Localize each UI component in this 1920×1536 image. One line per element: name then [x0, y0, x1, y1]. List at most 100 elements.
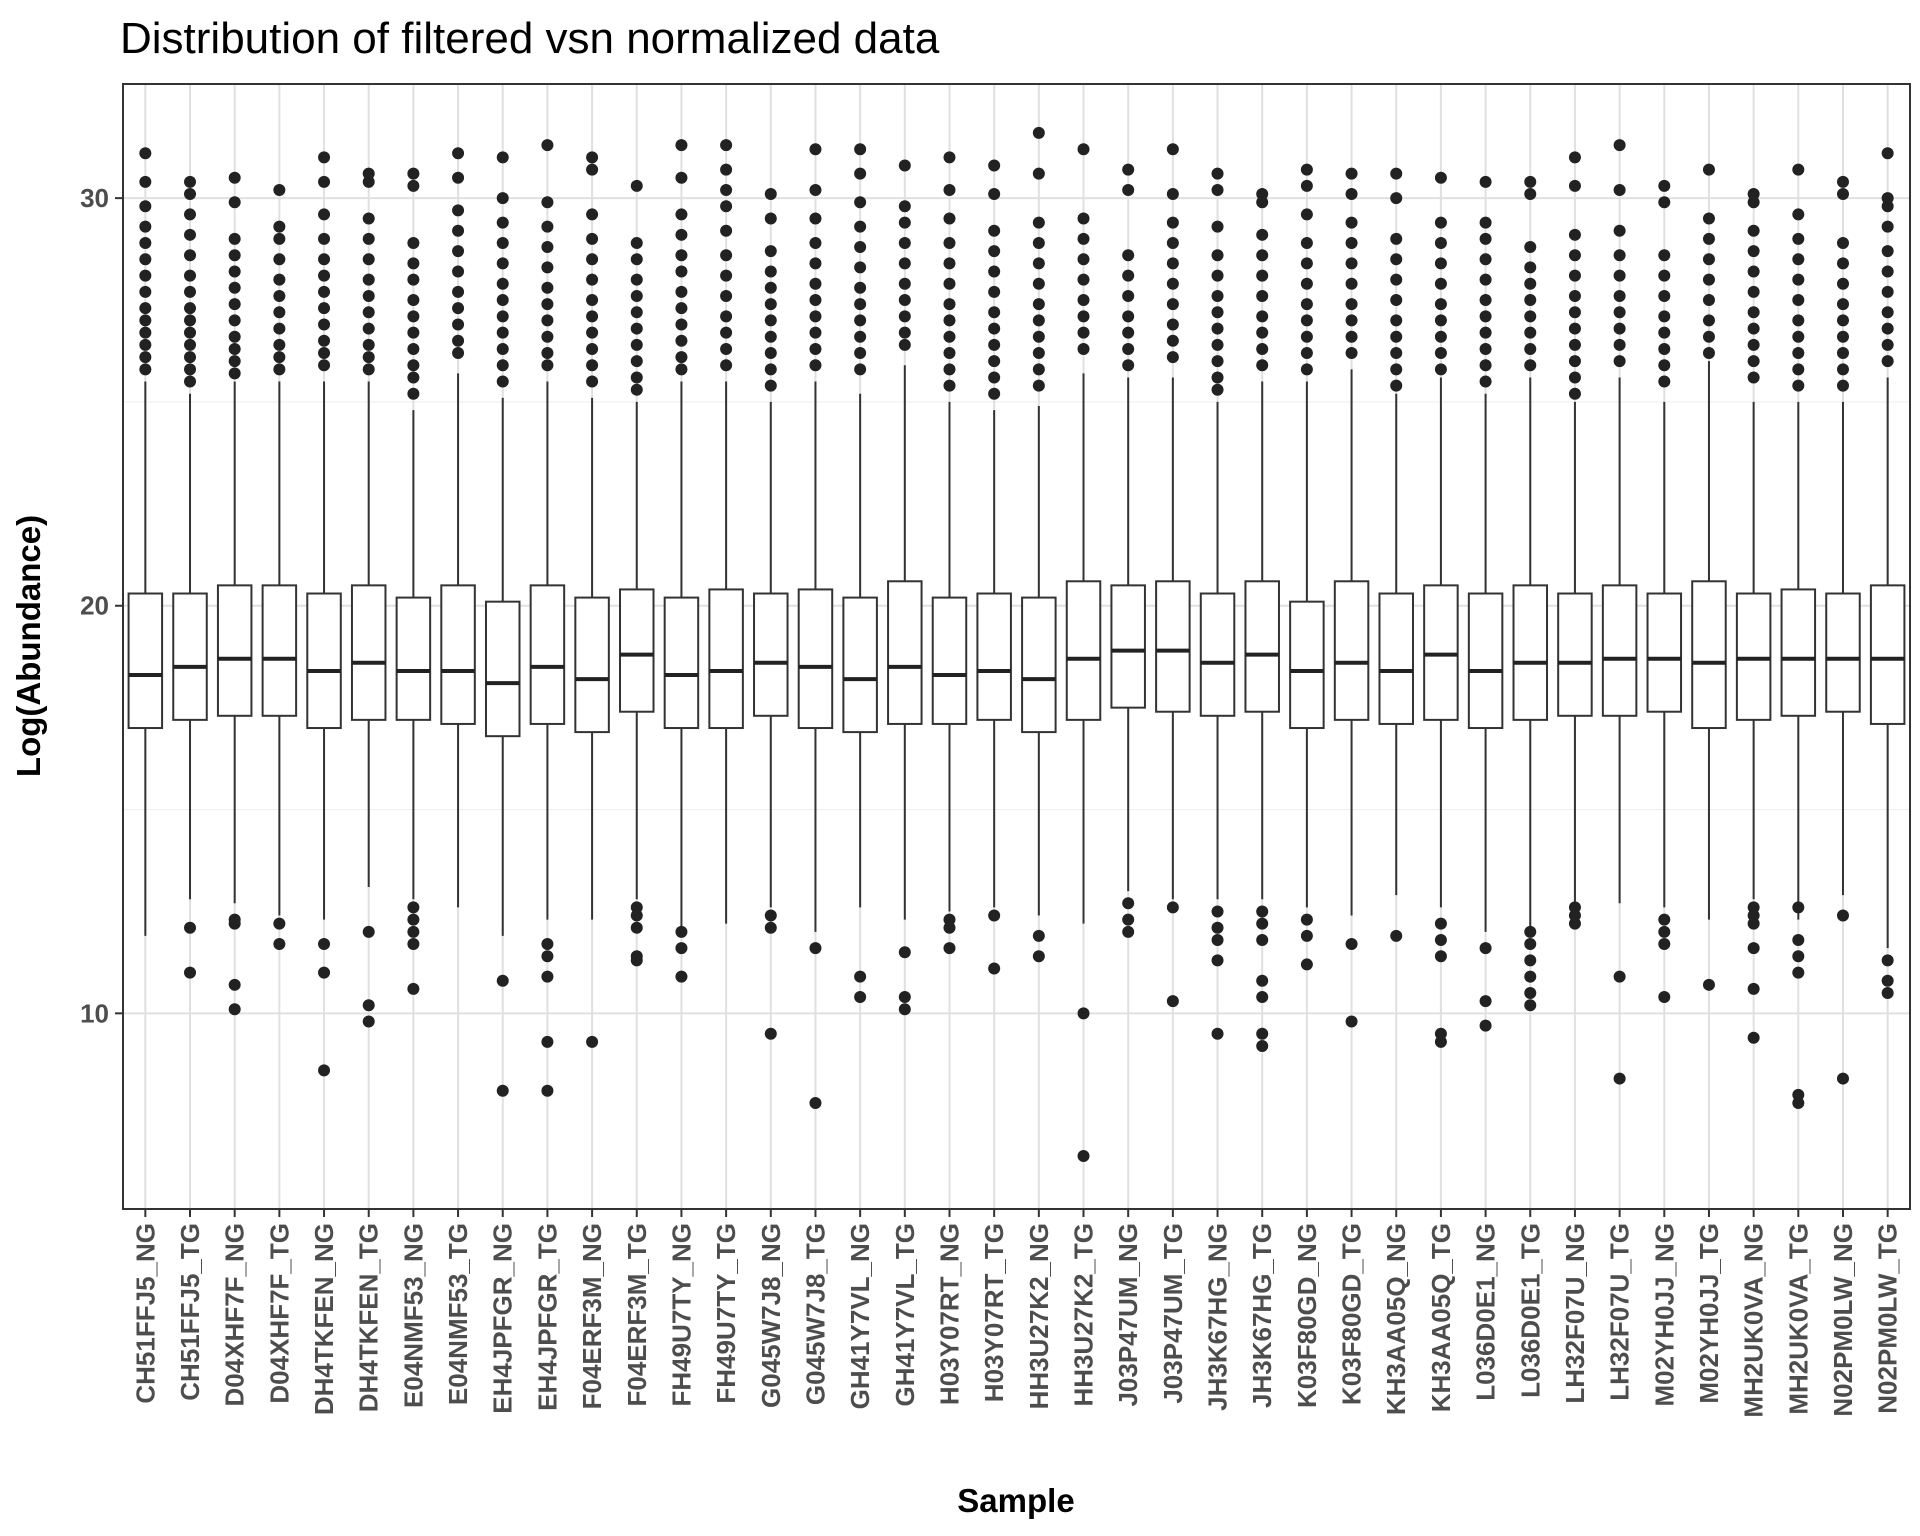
outlier-point-low: [1658, 991, 1671, 1004]
box-iqr: [708, 588, 744, 730]
outlier-point-high: [943, 379, 956, 392]
outlier-point-high: [809, 326, 822, 339]
outlier-point-high: [496, 151, 509, 164]
box-L036D0E1_TG: [1512, 377, 1549, 928]
outlier-point-high: [541, 241, 554, 254]
outlier-point-low: [1032, 950, 1045, 963]
outlier-point-high: [228, 281, 241, 294]
outlier-point-high: [675, 171, 688, 184]
outlier-point-high: [452, 245, 465, 258]
outlier-point-high: [1613, 322, 1626, 335]
outlier-point-low: [1658, 913, 1671, 926]
outlier-point-high: [1122, 269, 1135, 282]
outlier-point-high: [1032, 314, 1045, 327]
outlier-point-high: [1390, 363, 1403, 376]
outlier-point-high: [1479, 253, 1492, 266]
outlier-point-high: [1300, 179, 1313, 192]
outlier-point-high: [541, 347, 554, 360]
outlier-point-high: [854, 220, 867, 233]
outlier-point-high: [988, 188, 1001, 201]
outlier-point-high: [1658, 342, 1671, 355]
outlier-point-high: [1434, 216, 1447, 229]
outlier-point-high: [720, 224, 733, 237]
outlier-point-low: [1524, 954, 1537, 967]
outlier-point-low: [675, 942, 688, 955]
outlier-point-high: [854, 314, 867, 327]
outlier-point-high: [988, 371, 1001, 384]
box-MH2UK0VA_TG: [1780, 401, 1817, 920]
box-iqr: [484, 600, 521, 738]
outlier-point-high: [1300, 330, 1313, 343]
outlier-point-high: [1524, 261, 1537, 274]
outlier-point-high: [1211, 167, 1224, 180]
outlier-point-high: [1747, 338, 1760, 351]
outlier-point-high: [452, 171, 465, 184]
outlier-point-high: [184, 363, 197, 376]
outlier-point-low: [1434, 1035, 1447, 1048]
outlier-point-high: [1390, 347, 1403, 360]
outlier-point-high: [720, 289, 733, 302]
outlier-point-low: [1836, 909, 1849, 922]
outlier-point-low: [1434, 933, 1447, 946]
outlier-point-high: [1166, 277, 1179, 290]
outlier-point-high: [1300, 314, 1313, 327]
box-F04ERF3M_TG: [619, 401, 655, 900]
outlier-point-high: [1881, 306, 1894, 319]
box-iqr: [1557, 592, 1593, 717]
boxes-layer: [127, 361, 1906, 949]
y-tick-label: 10: [80, 998, 109, 1028]
box-D04XHF7F_TG: [261, 381, 298, 916]
outlier-point-high: [1300, 347, 1313, 360]
box-iqr: [1065, 580, 1102, 721]
outlier-point-high: [139, 236, 152, 249]
outlier-point-high: [496, 310, 509, 323]
outlier-point-high: [1747, 306, 1760, 319]
outlier-point-high: [1032, 347, 1045, 360]
outlier-point-high: [854, 330, 867, 343]
outlier-point-high: [541, 261, 554, 274]
outlier-point-high: [898, 277, 911, 290]
outlier-point-high: [1345, 347, 1358, 360]
x-tick-label: E04NMF53_TG: [443, 1223, 473, 1405]
box-iqr: [1289, 600, 1325, 730]
outlier-point-high: [228, 249, 241, 262]
outlier-point-high: [1345, 167, 1358, 180]
outlier-point-high: [1613, 224, 1626, 237]
x-tick-label: JH3K67HG_NG: [1203, 1223, 1233, 1411]
outlier-point-high: [1211, 383, 1224, 396]
outlier-point-high: [943, 330, 956, 343]
outlier-point-low: [1256, 991, 1269, 1004]
outlier-point-high: [1658, 310, 1671, 323]
outlier-point-high: [1434, 363, 1447, 376]
outlier-point-high: [854, 241, 867, 254]
outlier-point-high: [1077, 326, 1090, 339]
box-iqr: [1155, 580, 1191, 713]
outlier-point-low: [541, 970, 554, 983]
outlier-point-high: [809, 277, 822, 290]
x-tick-label: K03F80GD_NG: [1292, 1223, 1322, 1408]
box-iqr: [350, 584, 387, 721]
outlier-point-high: [1524, 175, 1537, 188]
outlier-point-high: [496, 236, 509, 249]
outlier-point-high: [675, 302, 688, 315]
outlier-point-high: [1032, 236, 1045, 249]
outlier-point-high: [1568, 355, 1581, 368]
outlier-point-low: [1881, 974, 1894, 987]
outlier-point-high: [1568, 151, 1581, 164]
x-tick-label: LH32F07U_TG: [1605, 1223, 1635, 1401]
y-axis: 10 20 30: [80, 183, 123, 1028]
box-EH4JPFGR_NG: [484, 397, 521, 936]
box-iqr: [1423, 584, 1459, 721]
box-MH2UK0VA_NG: [1735, 401, 1772, 900]
box-KH3AA05Q_TG: [1423, 377, 1459, 908]
outlier-point-high: [1568, 249, 1581, 262]
outlier-point-low: [675, 970, 688, 983]
x-tick-label: E04NMF53_NG: [398, 1223, 428, 1408]
outlier-point-high: [1747, 285, 1760, 298]
outlier-point-high: [586, 232, 599, 245]
outlier-point-high: [1166, 188, 1179, 201]
outlier-point-high: [1122, 326, 1135, 339]
y-tick-label: 30: [80, 183, 109, 213]
outlier-point-high: [1434, 298, 1447, 311]
outlier-point-high: [362, 306, 375, 319]
